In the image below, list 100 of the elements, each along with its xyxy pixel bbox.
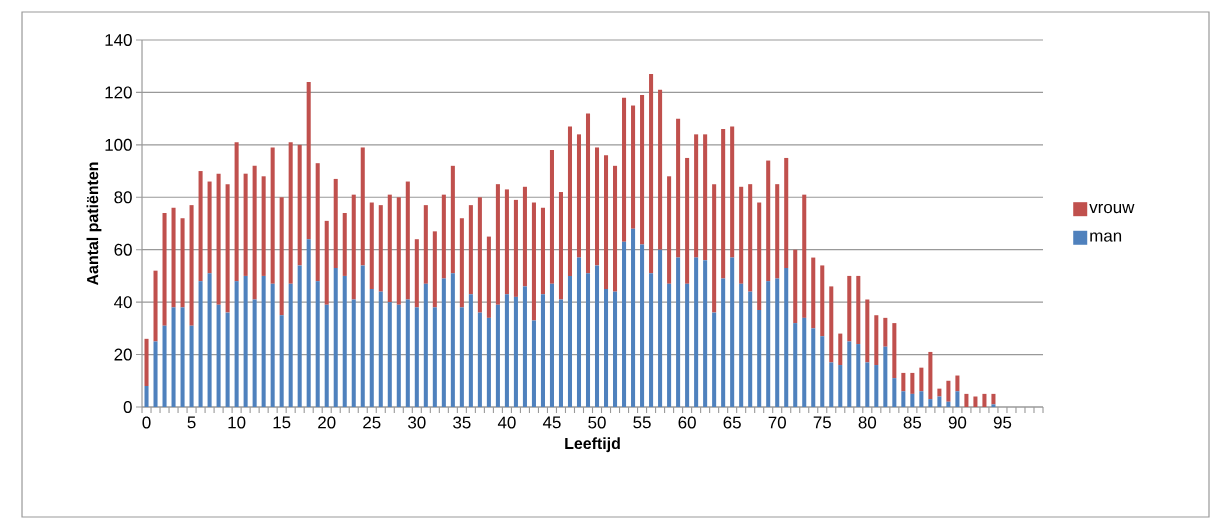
- bar: [297, 144, 302, 266]
- bar: [919, 391, 924, 407]
- bar: [991, 393, 996, 405]
- bar: [982, 393, 987, 407]
- bar: [387, 194, 392, 303]
- y-tick-label: 0: [123, 400, 132, 413]
- x-tick-label: 25: [363, 416, 381, 429]
- bar: [919, 367, 924, 392]
- bar: [910, 393, 915, 407]
- bar: [766, 281, 771, 407]
- bar: [144, 338, 149, 387]
- bar: [549, 150, 554, 284]
- x-tick-label: 5: [187, 416, 196, 429]
- bar: [279, 197, 284, 316]
- bar: [540, 207, 545, 295]
- bar: [703, 134, 708, 261]
- bar: [730, 126, 735, 258]
- bar: [676, 257, 681, 407]
- bar: [703, 260, 708, 407]
- x-tick-label: 75: [813, 416, 831, 429]
- bar: [171, 207, 176, 308]
- bar: [234, 142, 239, 282]
- bar: [477, 197, 482, 313]
- bar: [892, 323, 897, 379]
- bar: [649, 273, 654, 407]
- bar: [432, 307, 437, 407]
- bar: [243, 173, 248, 276]
- bar: [865, 362, 870, 407]
- bar: [838, 365, 843, 407]
- bar: [820, 265, 825, 337]
- bar: [829, 286, 834, 363]
- bar: [874, 365, 879, 407]
- bar: [297, 265, 302, 407]
- y-tick-label: 100: [105, 138, 132, 151]
- bar: [459, 218, 464, 308]
- bar: [144, 386, 149, 407]
- bar: [459, 307, 464, 407]
- y-tick-label: 140: [105, 33, 132, 46]
- bar: [585, 113, 591, 274]
- bar: [576, 134, 582, 258]
- bar: [946, 401, 951, 407]
- bar: [585, 273, 591, 407]
- x-tick-label: 65: [723, 416, 741, 429]
- bar: [252, 299, 257, 407]
- bar: [631, 105, 636, 229]
- bar: [775, 184, 780, 279]
- x-tick-label: 80: [858, 416, 877, 429]
- x-tick-label: 90: [948, 416, 967, 429]
- bar: [423, 283, 428, 407]
- bar: [441, 194, 446, 279]
- bar: [973, 396, 978, 407]
- bar: [640, 95, 645, 245]
- x-tick-label: 30: [408, 416, 426, 429]
- bar: [955, 391, 960, 407]
- bar: [775, 278, 780, 407]
- bar: [829, 362, 834, 407]
- bar: [928, 351, 933, 400]
- bar: [649, 74, 654, 274]
- x-tick-label: 0: [142, 416, 151, 429]
- bar: [279, 315, 284, 407]
- x-tick-label: 85: [903, 416, 922, 429]
- bar: [315, 163, 320, 282]
- x-tick-label: 15: [273, 416, 291, 429]
- bar: [793, 249, 798, 324]
- bar: [306, 239, 311, 407]
- bar: [964, 393, 969, 407]
- bar: [594, 147, 600, 266]
- bar: [423, 205, 428, 284]
- bar: [820, 336, 825, 407]
- bar: [477, 312, 482, 407]
- bar: [153, 270, 158, 342]
- bar: [486, 236, 491, 318]
- bar: [847, 341, 852, 407]
- bar: [784, 157, 789, 269]
- bar: [396, 197, 401, 305]
- bar: [414, 307, 419, 407]
- y-tick-label: 40: [114, 296, 132, 309]
- bar: [216, 304, 221, 407]
- bar: [739, 283, 744, 407]
- x-tick-label: 10: [228, 416, 246, 429]
- bar: [757, 202, 762, 310]
- bar: [189, 325, 194, 407]
- bar: [604, 155, 609, 290]
- bar: [793, 323, 798, 407]
- bar: [333, 268, 338, 407]
- bar: [694, 257, 699, 407]
- x-axis-title: Leeftijd: [565, 437, 620, 453]
- bar: [486, 317, 491, 407]
- bar: [874, 315, 879, 366]
- bar: [694, 134, 699, 258]
- bar: [856, 344, 861, 407]
- bar: [288, 142, 293, 284]
- bar: [270, 147, 275, 284]
- x-tick-label: 70: [768, 416, 786, 429]
- bar: [558, 299, 563, 407]
- bar: [811, 328, 816, 407]
- bar: [712, 312, 717, 407]
- y-axis-title: Aantal patiënten: [86, 162, 102, 286]
- bar: [405, 299, 410, 407]
- bar: [369, 289, 374, 407]
